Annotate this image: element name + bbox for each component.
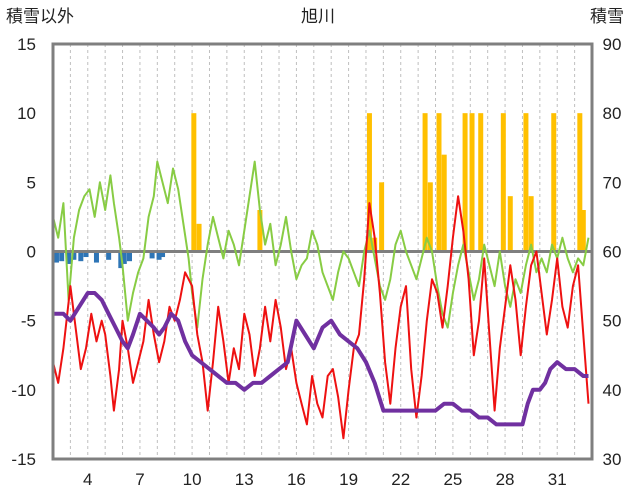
negative-bar: [78, 251, 84, 262]
snowfall-bar: [422, 113, 428, 252]
y-right-axis-label: 積雪: [590, 7, 624, 27]
series-line-snow-depth: [53, 291, 589, 427]
snowfall-bar: [427, 182, 433, 252]
snowfall-bar: [257, 210, 263, 252]
negative-bar: [156, 251, 162, 260]
x-tick-label: 25: [443, 470, 462, 489]
y-left-tick-label: -10: [11, 381, 36, 400]
snowfall-bar: [441, 154, 447, 252]
snowfall-bar: [507, 196, 513, 252]
x-tick-label: 22: [391, 470, 410, 489]
negative-bar: [149, 251, 155, 259]
y-left-tick-label: 0: [27, 243, 36, 262]
snowfall-bar: [196, 223, 202, 252]
plot-frame: [51, 42, 594, 461]
x-tick-label: 16: [287, 470, 306, 489]
y-left-tick-label: -15: [11, 450, 36, 469]
x-tick-label: 31: [548, 470, 567, 489]
negative-bar: [127, 251, 133, 262]
y-right-tick-label: 70: [603, 173, 622, 192]
y-right-tick-label: 80: [603, 104, 622, 123]
negative-bar: [66, 251, 72, 264]
negative-bar: [93, 251, 99, 263]
series-line-temperature: [52, 195, 590, 440]
negative-bar: [71, 251, 77, 260]
negative-bar: [106, 251, 112, 260]
series-line-temp-change: [52, 160, 590, 329]
y-left-tick-label: 5: [27, 173, 36, 192]
y-right-tick-label: 50: [603, 312, 622, 331]
snowfall-bar: [528, 196, 534, 252]
snowfall-bar: [551, 113, 557, 252]
negative-bar: [118, 251, 124, 269]
snowfall-bar: [523, 113, 529, 252]
snowfall-bar: [469, 113, 475, 252]
x-tick-label: 28: [496, 470, 515, 489]
x-tick-label: 13: [235, 470, 254, 489]
negative-bar: [83, 251, 89, 258]
negative-bar: [53, 251, 59, 263]
y-left-axis-label: 積雪以外: [6, 7, 74, 27]
snowfall-bar: [191, 113, 197, 252]
snowfall-bar: [500, 113, 506, 252]
y-right-tick-label: 90: [603, 35, 622, 54]
y-right-tick-label: 30: [603, 450, 622, 469]
y-left-tick-label: 10: [17, 104, 36, 123]
x-tick-label: 7: [135, 470, 144, 489]
x-tick-label: 10: [183, 470, 202, 489]
y-left-tick-label: -5: [21, 312, 36, 331]
snowfall-bar: [478, 113, 484, 252]
negative-bar: [59, 251, 65, 262]
snowfall-bar: [366, 113, 372, 252]
snowfall-bar: [577, 113, 583, 252]
snowfall-bar: [462, 113, 468, 252]
y-left-tick-label: 15: [17, 35, 36, 54]
series-lines: [52, 160, 590, 440]
bars: [53, 113, 592, 269]
x-tick-label: 19: [339, 470, 358, 489]
chart-title: 旭川: [301, 7, 335, 27]
snowfall-bar: [379, 182, 385, 252]
x-tick-label: 4: [83, 470, 92, 489]
snowfall-bar: [436, 113, 442, 252]
y-right-tick-label: 40: [603, 381, 622, 400]
negative-bar: [121, 251, 127, 264]
snowfall-bar: [580, 210, 586, 252]
y-right-tick-label: 60: [603, 243, 622, 262]
negative-bar: [160, 251, 166, 258]
